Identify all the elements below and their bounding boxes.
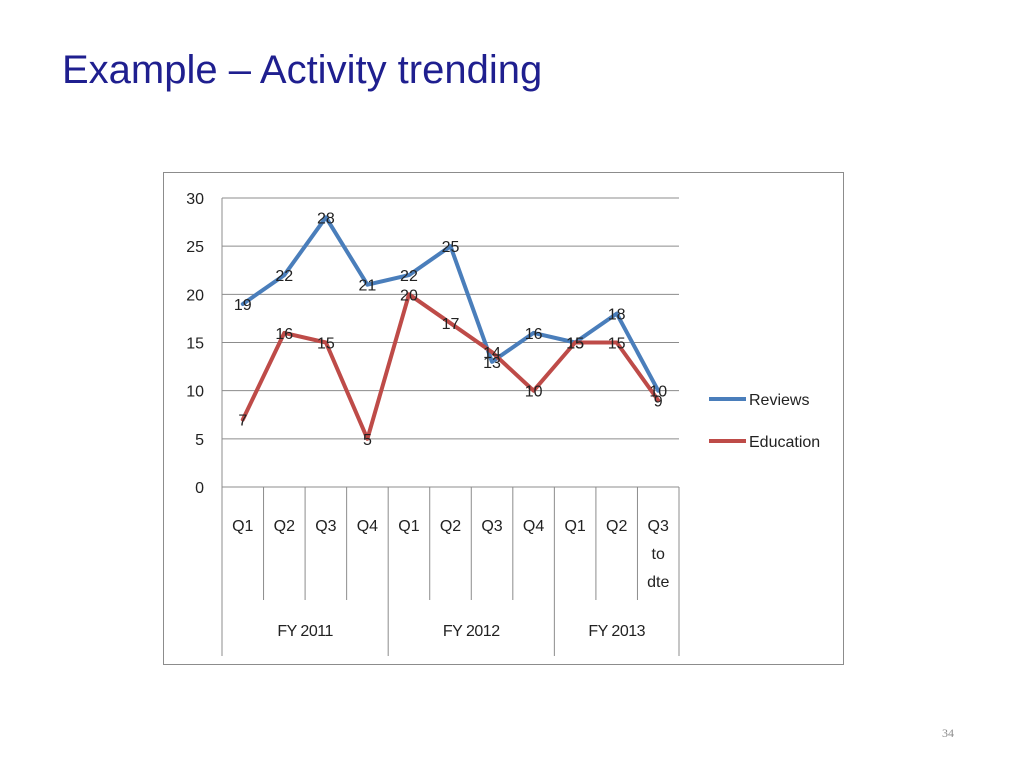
data-label-reviews: 22 xyxy=(275,268,293,285)
data-label-reviews: 15 xyxy=(566,336,584,353)
data-label-reviews: 21 xyxy=(359,278,377,295)
y-tick-label: 10 xyxy=(186,384,204,401)
data-label-reviews: 28 xyxy=(317,210,335,227)
x-category-label: Q4 xyxy=(523,518,544,535)
data-label-reviews: 16 xyxy=(525,326,543,343)
data-label-reviews: 25 xyxy=(442,239,460,256)
y-tick-label: 25 xyxy=(186,239,204,256)
x-category-label: Q3 xyxy=(481,518,502,535)
x-group-label: FY 2013 xyxy=(588,623,645,640)
chart-frame: 0 5 10 15 20 25 30 Q1 Q2 Q3 Q4 Q1 Q2 Q3 Q4 Q1 Q2 Q3 to dte F… xyxy=(163,172,844,665)
data-label-education: 15 xyxy=(608,336,626,353)
data-label-education: 16 xyxy=(275,326,293,343)
data-label-reviews: 22 xyxy=(400,268,418,285)
data-label-education: 20 xyxy=(400,287,418,304)
x-category-label: Q1 xyxy=(232,518,253,535)
data-label-education: 15 xyxy=(566,336,584,353)
x-category-label: Q3 xyxy=(648,518,669,535)
x-category-label: Q3 xyxy=(315,518,336,535)
y-tick-label: 30 xyxy=(186,191,204,208)
data-label-education: 17 xyxy=(442,316,460,333)
data-label-education: 5 xyxy=(363,432,372,449)
data-label-education: 15 xyxy=(317,336,335,353)
x-category-label: Q1 xyxy=(398,518,419,535)
x-category-label: dte xyxy=(647,574,669,591)
legend-label-education: Education xyxy=(749,434,820,451)
x-category-label: to xyxy=(652,546,665,563)
y-tick-label: 20 xyxy=(186,287,204,304)
legend-label-reviews: Reviews xyxy=(749,392,809,409)
data-label-education: 14 xyxy=(483,345,501,362)
series-line-education xyxy=(240,292,661,441)
page-number: 34 xyxy=(942,726,954,740)
data-label-education: 10 xyxy=(525,384,543,401)
series-line-reviews xyxy=(240,215,661,393)
data-label-reviews: 13 xyxy=(483,355,501,372)
data-label-reviews: 18 xyxy=(608,307,626,324)
x-category-label: Q2 xyxy=(606,518,627,535)
x-category-label: Q4 xyxy=(357,518,378,535)
data-label-reviews: 19 xyxy=(234,297,252,314)
data-label-reviews: 10 xyxy=(649,384,667,401)
x-group-label: FY 2012 xyxy=(443,623,500,640)
data-label-education: 7 xyxy=(238,413,247,430)
x-category-label: Q2 xyxy=(440,518,461,535)
slide-title: Example – Activity trending xyxy=(62,48,543,92)
x-group-label: FY 2011 xyxy=(277,623,333,640)
x-category-label: Q2 xyxy=(274,518,295,535)
y-tick-label: 5 xyxy=(195,432,204,449)
data-label-education: 9 xyxy=(654,393,663,410)
y-tick-label: 0 xyxy=(195,480,204,497)
x-category-label: Q1 xyxy=(564,518,585,535)
line-chart: 0 5 10 15 20 25 30 Q1 Q2 Q3 Q4 Q1 Q2 Q3 Q4 Q1 Q2 Q3 to dte F… xyxy=(186,191,820,656)
y-tick-label: 15 xyxy=(186,336,204,353)
